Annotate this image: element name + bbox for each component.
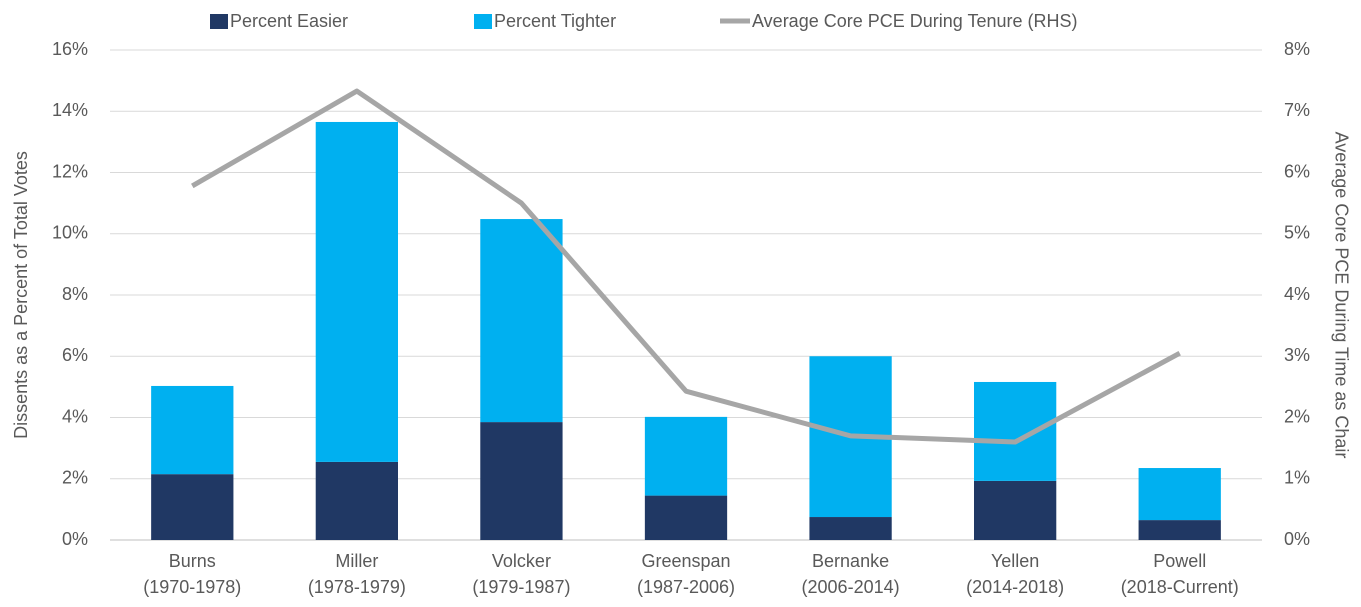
bar-segment <box>809 517 892 540</box>
y2-tick-label: 7% <box>1284 100 1310 120</box>
bar-segment <box>974 381 1057 481</box>
bar-segment <box>644 495 728 540</box>
bar-segment <box>315 461 398 540</box>
bar-segment <box>974 480 1057 540</box>
y-tick-label: 8% <box>62 284 88 304</box>
bar-segment <box>644 416 728 496</box>
legend-label: Percent Tighter <box>494 11 616 31</box>
y-tick-label: 0% <box>62 529 88 549</box>
bar-segment <box>151 385 234 475</box>
y-tick-label: 6% <box>62 345 88 365</box>
y-tick-label: 16% <box>52 39 88 59</box>
x-tick-label: Greenspan (1987-2006) <box>637 551 735 597</box>
y2-axis-label: Average Core PCE During Time as Chair <box>1331 132 1351 459</box>
y-axis-label: Dissents as a Percent of Total Votes <box>11 151 31 439</box>
x-tick-label: Powell (2018-Current) <box>1121 551 1239 597</box>
y-tick-label: 14% <box>52 100 88 120</box>
legend-swatch <box>474 14 492 29</box>
y2-tick-label: 2% <box>1284 406 1310 426</box>
bar-segment <box>315 121 398 462</box>
x-tick-label: Volcker (1979-1987) <box>472 551 570 597</box>
legend-label: Average Core PCE During Tenure (RHS) <box>752 11 1077 31</box>
y-tick-label: 12% <box>52 161 88 181</box>
legend-label: Percent Easier <box>230 11 348 31</box>
bar-segment <box>480 219 563 423</box>
y2-tick-label: 3% <box>1284 345 1310 365</box>
y2-tick-label: 5% <box>1284 223 1310 243</box>
bar-segment <box>151 474 234 540</box>
bar-segment <box>1138 520 1221 540</box>
x-tick-label: Miller (1978-1979) <box>308 551 406 597</box>
x-tick-label: Bernanke (2006-2014) <box>802 551 900 597</box>
x-tick-label: Yellen (2014-2018) <box>966 551 1064 597</box>
y-tick-label: 2% <box>62 468 88 488</box>
y-tick-label: 10% <box>52 223 88 243</box>
bar-segment <box>1138 468 1221 521</box>
y2-tick-label: 0% <box>1284 529 1310 549</box>
line-series <box>191 88 1181 445</box>
y2-tick-label: 4% <box>1284 284 1310 304</box>
y2-tick-label: 8% <box>1284 39 1310 59</box>
y-tick-label: 4% <box>62 406 88 426</box>
legend-swatch <box>210 14 228 29</box>
x-tick-label: Burns (1970-1978) <box>143 551 241 597</box>
y2-tick-label: 1% <box>1284 468 1310 488</box>
y2-tick-label: 6% <box>1284 161 1310 181</box>
bar-segment <box>480 422 563 540</box>
